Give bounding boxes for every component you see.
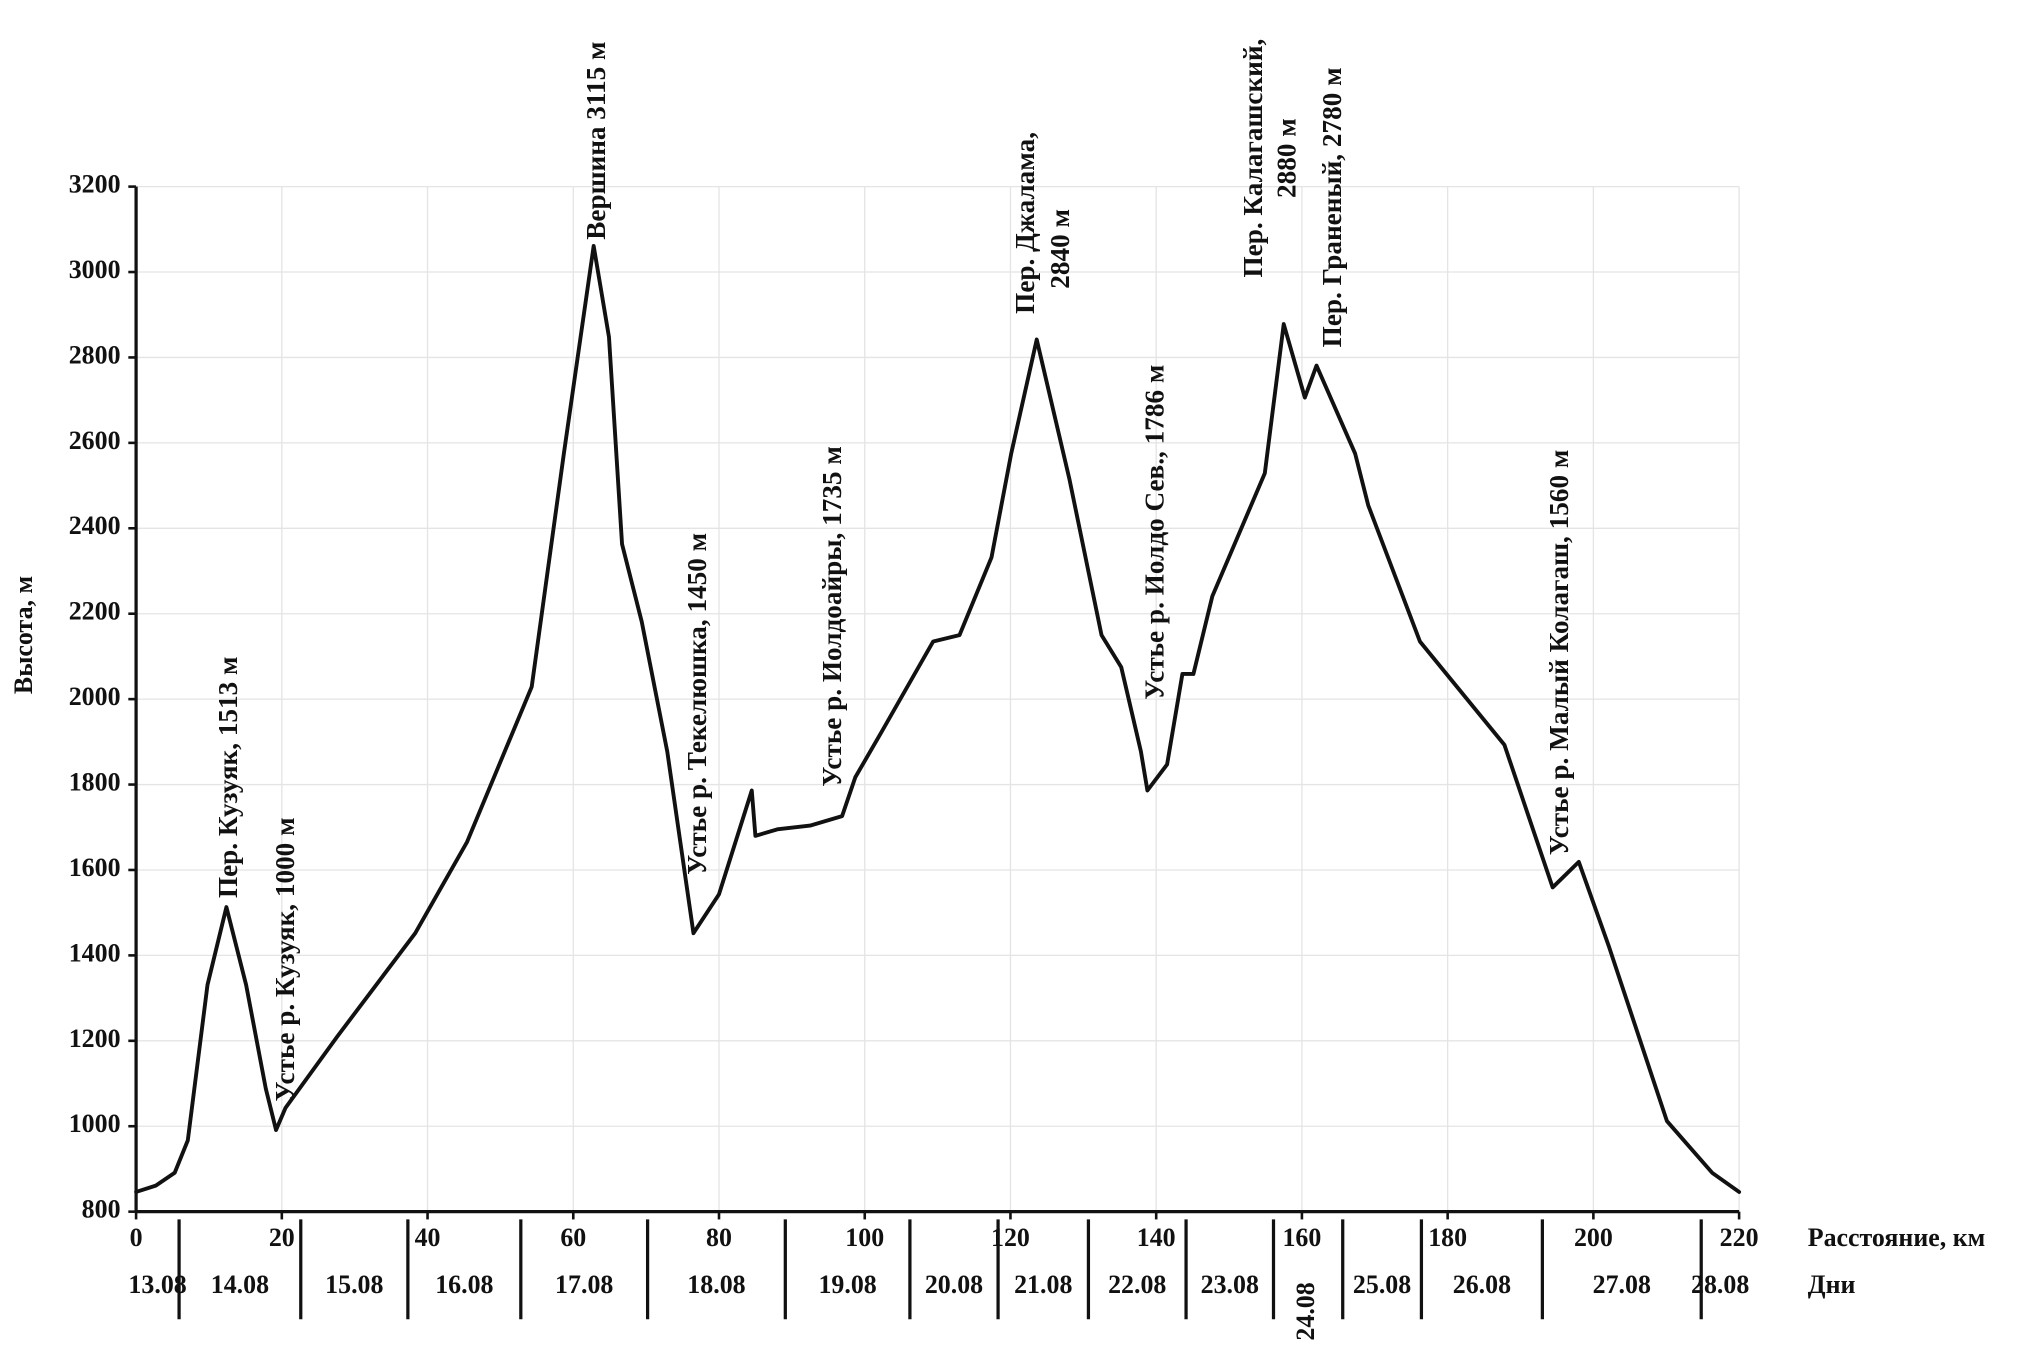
- x-tick-label: 180: [1428, 1223, 1467, 1252]
- annotation: Пер. Джалама,: [1010, 132, 1040, 314]
- y-tick-label: 800: [82, 1195, 121, 1224]
- annotation: Пер. Граненый, 2780 м: [1317, 67, 1347, 347]
- days-label: Дни: [1808, 1270, 1856, 1299]
- day-label: 28.08: [1691, 1270, 1749, 1299]
- day-label: 16.08: [435, 1270, 493, 1299]
- day-label: 13.08: [128, 1270, 186, 1299]
- day-label: 23.08: [1201, 1270, 1259, 1299]
- annotation: 2840 м: [1045, 209, 1075, 289]
- x-tick-label: 60: [560, 1223, 586, 1252]
- x-tick-label: 200: [1574, 1223, 1613, 1252]
- annotation: Устье р. Иолдоайры, 1735 м: [817, 446, 847, 786]
- x-tick-label: 20: [269, 1223, 295, 1252]
- y-tick-label: 3200: [69, 170, 121, 199]
- day-label: 15.08: [325, 1270, 383, 1299]
- y-tick-label: 3000: [69, 255, 121, 284]
- y-tick-label: 1400: [69, 938, 121, 967]
- day-label: 19.08: [818, 1270, 876, 1299]
- day-label: 22.08: [1108, 1270, 1166, 1299]
- day-label: 20.08: [925, 1270, 983, 1299]
- annotation: Пер. Кузуяк, 1513 м: [213, 656, 243, 898]
- x-tick-label: 40: [415, 1223, 441, 1252]
- y-tick-label: 2600: [69, 426, 121, 455]
- y-axis-label: Высота, м: [9, 576, 38, 694]
- x-tick-label: 160: [1282, 1223, 1321, 1252]
- annotation: Устье р. Малый Колагаш, 1560 м: [1544, 450, 1574, 856]
- day-label: 27.08: [1593, 1270, 1651, 1299]
- annotation: Пер. Калагашский,: [1238, 39, 1268, 278]
- y-tick-label: 1000: [69, 1109, 121, 1138]
- y-tick-label: 1600: [69, 853, 121, 882]
- annotation: Устье р. Иолдо Сев., 1786 м: [1140, 365, 1170, 700]
- y-tick-label: 1200: [69, 1024, 121, 1053]
- day-label: 25.08: [1353, 1270, 1411, 1299]
- x-tick-label: 0: [130, 1223, 143, 1252]
- day-label: 24.08: [1291, 1282, 1320, 1340]
- y-tick-label: 2000: [69, 682, 121, 711]
- x-tick-label: 100: [845, 1223, 884, 1252]
- annotation: Вершина 3115 м: [581, 41, 611, 239]
- x-axis-label: Расстояние, км: [1808, 1223, 1986, 1252]
- annotation: Устье р. Кузуяк, 1000 м: [270, 817, 300, 1101]
- elevation-line: [134, 244, 1742, 1194]
- y-tick-label: 2800: [69, 340, 121, 369]
- x-tick-label: 140: [1137, 1223, 1176, 1252]
- day-label: 14.08: [211, 1270, 269, 1299]
- y-tick-label: 2200: [69, 597, 121, 626]
- y-tick-label: 2400: [69, 511, 121, 540]
- annotation: 2880 м: [1272, 118, 1302, 198]
- y-tick-label: 1800: [69, 768, 121, 797]
- day-label: 18.08: [687, 1270, 745, 1299]
- x-tick-label: 220: [1720, 1223, 1759, 1252]
- x-tick-label: 80: [706, 1223, 732, 1252]
- annotation: Устье р. Текелюшка, 1450 м: [682, 533, 712, 875]
- day-label: 17.08: [555, 1270, 613, 1299]
- day-label: 21.08: [1014, 1270, 1072, 1299]
- day-label: 26.08: [1453, 1270, 1511, 1299]
